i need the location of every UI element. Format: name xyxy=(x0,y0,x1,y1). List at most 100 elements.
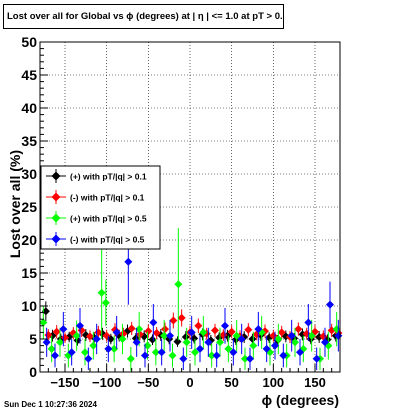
legend-label: (+) with pT/|q| > 0.1 xyxy=(70,172,147,182)
data-point xyxy=(39,318,48,327)
data-point xyxy=(211,326,219,335)
data-point xyxy=(97,288,106,297)
data-point xyxy=(216,338,224,347)
data-point xyxy=(294,325,303,334)
y-tick-label: 0 xyxy=(29,364,37,380)
data-point xyxy=(326,300,334,309)
data-point xyxy=(76,321,84,330)
data-point xyxy=(181,333,190,342)
legend-box xyxy=(40,165,161,250)
y-tick-label: 50 xyxy=(21,34,37,50)
legend-label: (-) with pT/|q| > 0.1 xyxy=(70,193,145,203)
data-point xyxy=(166,331,174,340)
y-tick-label: 45 xyxy=(21,67,37,83)
legend-marker xyxy=(51,234,61,244)
data-point xyxy=(174,280,183,289)
data-point xyxy=(187,328,196,337)
series-4 xyxy=(42,218,343,371)
data-point xyxy=(321,338,329,347)
data-point xyxy=(132,338,141,347)
data-point xyxy=(47,344,56,353)
data-point xyxy=(160,331,169,340)
data-point xyxy=(52,327,61,336)
data-point xyxy=(191,348,199,357)
data-point xyxy=(67,348,76,357)
data-point xyxy=(126,354,135,363)
data-point xyxy=(161,325,169,334)
data-point xyxy=(152,329,161,338)
data-point xyxy=(51,351,59,360)
y-tick-label: 10 xyxy=(21,298,37,314)
data-point xyxy=(179,354,188,363)
data-point xyxy=(229,348,238,357)
data-point xyxy=(262,344,271,353)
legend-label: (+) with pT/|q| > 0.5 xyxy=(70,214,147,224)
data-point xyxy=(199,328,208,337)
data-point xyxy=(173,337,182,346)
x-tick-label: −150 xyxy=(50,375,79,390)
x-tick-label: 0 xyxy=(186,375,193,390)
y-tick-label: 40 xyxy=(21,100,37,116)
data-point xyxy=(254,325,263,334)
legend-entry: (+) with pT/|q| > 0.5 xyxy=(46,211,147,225)
legend-entry: (-) with pT/|q| > 0.1 xyxy=(46,190,145,204)
y-tick-label: 15 xyxy=(21,265,37,281)
data-point xyxy=(227,327,236,336)
data-point xyxy=(277,328,286,337)
data-point xyxy=(204,338,213,347)
data-point xyxy=(271,341,279,350)
data-point xyxy=(92,335,101,343)
x-tick-label: 150 xyxy=(304,375,326,390)
data-point xyxy=(136,330,144,339)
x-tick-label: 50 xyxy=(224,375,238,390)
data-point xyxy=(196,344,204,353)
data-point xyxy=(141,351,149,360)
data-point xyxy=(42,338,51,347)
axes: −150 −100 −50 0 50 100 150 0 5 10 15 20 25 30 35 40 45 50 xyxy=(21,34,333,390)
legend-entry: (+) with pT/|q| > 0.1 xyxy=(46,169,147,183)
data-point xyxy=(232,331,241,340)
data-point xyxy=(151,348,160,357)
data-point xyxy=(72,331,81,340)
data-point xyxy=(104,344,113,353)
data-point xyxy=(241,354,249,363)
legend-entry: (-) with pT/|q| > 0.5 xyxy=(46,232,145,246)
legend: (+) with pT/|q| > 0.1 (-) with pT/|q| > 0… xyxy=(40,165,161,250)
data-point xyxy=(182,338,191,347)
data-point xyxy=(307,331,316,340)
data-point xyxy=(248,335,257,343)
data-point xyxy=(291,338,299,347)
data-point xyxy=(279,351,288,360)
data-point xyxy=(168,351,177,360)
data-point xyxy=(149,318,158,327)
data-point xyxy=(127,324,136,333)
legend-label: (-) with pT/|q| > 0.5 xyxy=(70,235,145,245)
data-point xyxy=(112,328,121,337)
data-point xyxy=(101,298,110,307)
y-tick-label: 5 xyxy=(29,331,37,347)
data-point xyxy=(89,341,98,350)
data-point xyxy=(118,335,127,343)
data-point xyxy=(169,316,178,325)
data-point xyxy=(212,351,221,360)
legend-marker xyxy=(51,213,61,223)
data-point xyxy=(296,348,304,357)
chart-title: Lost over all for Global vs ϕ (degrees) … xyxy=(3,4,284,29)
data-point xyxy=(274,335,283,343)
data-point xyxy=(119,329,128,338)
series-3 xyxy=(39,228,341,371)
data-point xyxy=(124,257,133,266)
y-tick-label: 30 xyxy=(21,166,37,182)
timestamp-footer: Sun Dec 1 10:27:36 2024 xyxy=(4,400,97,409)
data-point xyxy=(177,313,186,322)
legend-marker xyxy=(51,192,61,202)
y-tick-label: 20 xyxy=(21,232,37,248)
data-point xyxy=(56,338,64,347)
data-point xyxy=(84,354,93,363)
data-point xyxy=(81,348,89,357)
y-tick-label: 25 xyxy=(21,199,37,215)
y-tick-label: 35 xyxy=(21,133,37,149)
x-axis-label: ϕ (degrees) xyxy=(262,392,339,408)
data-point xyxy=(246,354,254,363)
